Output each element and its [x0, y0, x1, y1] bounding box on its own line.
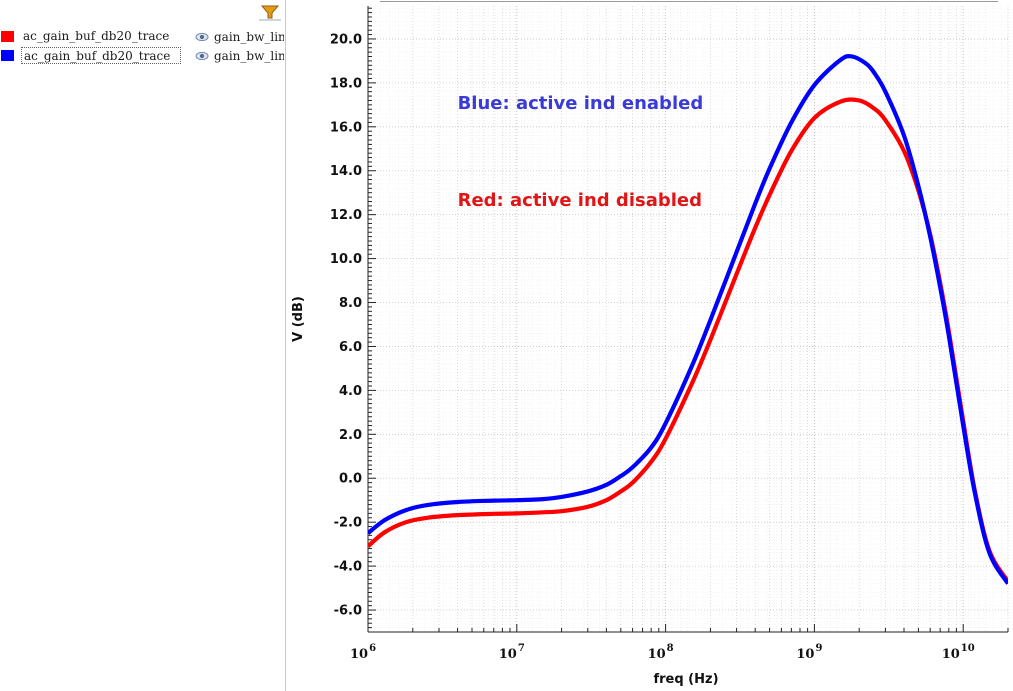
- test-name: gain_bw_linea: [214, 29, 284, 44]
- eye-icon[interactable]: [195, 32, 209, 42]
- plot-area: [368, 0, 1008, 632]
- trace-legend-panel: ac_gain_buf_db20_trace gain_bw_linea ac_…: [0, 0, 284, 691]
- plot-background: [368, 0, 1008, 632]
- trace-name: ac_gain_buf_db20_trace: [23, 29, 170, 43]
- y-tick-label: 20.0: [330, 32, 362, 47]
- y-tick-label: 14.0: [330, 164, 362, 179]
- panel-splitter[interactable]: [285, 0, 286, 691]
- x-tick-label: 1010: [942, 643, 975, 662]
- annotation-blue-label: Blue: active ind enabled: [458, 93, 704, 114]
- y-tick-label: 0.0: [339, 472, 362, 487]
- y-tick-label: 10.0: [330, 252, 362, 267]
- grid: [367, 6, 1009, 633]
- annotation-red-label: Red: active ind disabled: [458, 190, 702, 211]
- y-tick-label: 18.0: [330, 76, 362, 91]
- y-tick-label: -2.0: [334, 516, 362, 531]
- series-line-blue: [368, 53, 1008, 585]
- y-tick-label: -6.0: [334, 604, 362, 619]
- y-tick-label: 2.0: [339, 428, 362, 443]
- y-tick-label: 8.0: [339, 296, 362, 311]
- y-tick-label: 4.0: [339, 384, 362, 399]
- x-tick-exponent: 6: [369, 643, 376, 654]
- trace-color-swatch: [1, 50, 14, 61]
- test-name: gain_bw_linea: [214, 48, 284, 63]
- x-tick-label: 107: [499, 643, 525, 662]
- y-tick-label: 16.0: [330, 120, 362, 135]
- x-tick-exponent: 9: [815, 643, 822, 654]
- filter-button[interactable]: [259, 3, 281, 21]
- y-tick-label: -4.0: [334, 560, 362, 575]
- y-axis-title: V (dB): [291, 296, 306, 342]
- x-tick-label: 108: [648, 643, 674, 662]
- legend-row-red-trace[interactable]: ac_gain_buf_db20_trace gain_bw_linea: [0, 27, 284, 46]
- x-tick-label: 109: [796, 643, 822, 662]
- x-tick-label: 106: [350, 643, 376, 662]
- trace-name: ac_gain_buf_db20_trace: [21, 47, 181, 64]
- x-axis-title: freq (Hz): [653, 672, 718, 687]
- y-tick-label: 6.0: [339, 340, 362, 355]
- y-tick-label: 12.0: [330, 208, 362, 223]
- trace-color-swatch: [1, 31, 14, 42]
- series: [368, 53, 1008, 585]
- annotations: Blue: active ind enabled Red: active ind …: [458, 93, 704, 211]
- legend-row-blue-trace[interactable]: ac_gain_buf_db20_trace gain_bw_linea: [0, 46, 284, 65]
- x-tick-exponent: 7: [518, 643, 525, 654]
- funnel-icon: [259, 5, 281, 21]
- eye-icon[interactable]: [195, 51, 209, 61]
- x-tick-exponent: 8: [667, 643, 674, 654]
- ac-gain-plot: -6.0 -4.0 -2.0 0.0 2.0 4.0 6.0 8.0 10.0 12.0 14.0 1…: [291, 0, 1009, 687]
- x-tick-exponent: 10: [961, 643, 975, 654]
